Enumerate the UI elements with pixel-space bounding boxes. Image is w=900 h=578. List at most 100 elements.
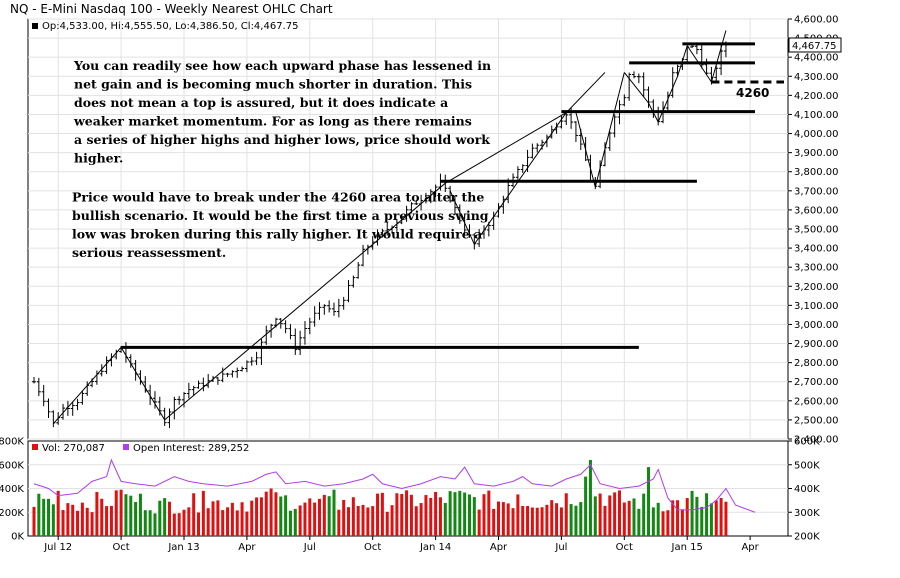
oi-tick-label: 500K xyxy=(794,460,820,471)
ohlc-bar xyxy=(283,320,288,334)
annotation-line: bullish scenario. It would be the first … xyxy=(72,208,489,223)
volume-legend: Vol: 270,087 xyxy=(42,443,105,454)
last-price-box xyxy=(788,37,842,53)
price-tick-label: 4,300.00 xyxy=(794,72,839,83)
oi-tick-label: 300K xyxy=(794,508,820,519)
oi-tick-label: 600K xyxy=(794,437,820,448)
ohlc-bar xyxy=(351,275,356,288)
volume-bar xyxy=(385,511,389,536)
time-tick-label: Apr xyxy=(490,542,508,553)
volume-bar xyxy=(105,506,109,536)
volume-bar xyxy=(308,498,312,536)
price-axis: 2,400.00 2,500.00 2,600.00 2,700.00 2,800.00… xyxy=(788,15,839,446)
annotation-line: Price would have to break under the 4260… xyxy=(72,190,484,205)
price-tick-label: 2,700.00 xyxy=(794,377,839,388)
volume-axis: 0K 200K 400K 600K 800K xyxy=(0,437,24,543)
ohlc-bar xyxy=(530,143,535,159)
ohlc-bar xyxy=(414,200,419,206)
volume-bar xyxy=(177,513,181,536)
volume-bar xyxy=(376,493,380,536)
trend-line xyxy=(449,112,567,246)
volume-bar xyxy=(685,498,689,536)
oi-tick-label: 400K xyxy=(794,484,820,495)
price-tick-label: 3,600.00 xyxy=(794,205,839,216)
ohlc-bar xyxy=(327,300,332,313)
oi-tick-label: 200K xyxy=(794,532,820,543)
volume-bar xyxy=(61,510,65,536)
volume-bar xyxy=(255,497,259,536)
volume-bar xyxy=(332,489,336,536)
price-tick-label: 4,000.00 xyxy=(794,129,839,140)
volume-bar xyxy=(158,500,162,536)
volume-bar xyxy=(47,498,51,536)
volume-bar xyxy=(409,494,413,536)
volume-bar xyxy=(642,493,646,536)
volume-bar xyxy=(279,496,283,536)
ohlc-bar xyxy=(182,391,186,408)
volume-bar xyxy=(201,490,205,536)
volume-bar xyxy=(284,495,288,536)
volume-bar xyxy=(540,507,544,536)
volume-bar xyxy=(226,507,230,536)
ohlc-bar xyxy=(317,302,322,320)
time-tick-label: Oct xyxy=(364,542,381,553)
chart-title: NQ - E-Mini Nasdaq 100 - Weekly Nearest … xyxy=(10,2,333,16)
ohlc-bar xyxy=(448,185,453,203)
volume-bar xyxy=(366,507,370,536)
volume-bar xyxy=(501,502,505,536)
price-tick-label: 4,100.00 xyxy=(794,110,839,121)
volume-bar xyxy=(109,505,113,536)
price-tick-label: 3,200.00 xyxy=(794,282,839,293)
ohlc-bar xyxy=(559,116,564,129)
volume-bar xyxy=(535,507,539,536)
price-tick-label: 3,800.00 xyxy=(794,167,839,178)
annotation-line: You can readily see how each upward phas… xyxy=(73,58,491,73)
time-tick-label: Oct xyxy=(616,542,633,553)
time-tick-label: Jan 14 xyxy=(419,542,451,553)
price-tick-label: 3,700.00 xyxy=(794,186,839,197)
time-tick-label: Jan 13 xyxy=(167,542,199,553)
volume-bar xyxy=(472,497,476,536)
volume-bar xyxy=(458,490,462,536)
ohlc-bar xyxy=(99,364,104,377)
volume-bar xyxy=(192,493,196,536)
volume-bar xyxy=(216,500,220,536)
ohlc-bar xyxy=(332,302,336,316)
ohlc-bar xyxy=(70,401,75,416)
ohlc-legend-marker xyxy=(32,23,38,29)
ohlc-bar xyxy=(302,321,307,345)
volume-bar xyxy=(240,502,244,536)
ohlc-bar xyxy=(288,324,293,340)
volume-bar xyxy=(298,505,302,536)
volume-bar xyxy=(148,510,152,536)
annotation-line: serious reassessment. xyxy=(72,245,226,260)
ohlc-bar xyxy=(46,398,51,419)
volume-bar xyxy=(588,460,592,536)
volume-bar xyxy=(288,510,292,536)
volume-bar xyxy=(574,505,578,536)
volume-bar xyxy=(90,512,94,536)
price-tick-label: 2,400.00 xyxy=(794,435,839,446)
price-tick-label: 3,100.00 xyxy=(794,301,839,312)
volume-tick-label: 0K xyxy=(11,532,24,543)
volume-bar xyxy=(477,509,481,536)
volume-bar xyxy=(327,496,331,536)
volume-bar xyxy=(467,494,471,536)
ohlc-bar xyxy=(632,71,636,79)
ohlc-bar xyxy=(206,374,211,389)
ohlc-bar xyxy=(341,296,346,310)
volume-bar xyxy=(651,507,655,536)
ohlc-bar xyxy=(622,94,627,107)
volume-bar xyxy=(76,510,80,536)
ohlc-bar xyxy=(264,325,269,345)
ohlc-legend: Op:4,533.00, Hi:4,555.50, Lo:4,386.50, C… xyxy=(42,21,298,32)
volume-bar xyxy=(250,500,254,536)
volume-tick-label: 600K xyxy=(0,460,24,471)
volume-bar xyxy=(424,495,428,536)
volume-bar xyxy=(100,498,104,536)
time-tick-label: Jul xyxy=(303,542,316,553)
volume-bar xyxy=(51,504,55,536)
ohlc-bar xyxy=(293,328,298,355)
price-tick-label: 2,800.00 xyxy=(794,358,839,369)
